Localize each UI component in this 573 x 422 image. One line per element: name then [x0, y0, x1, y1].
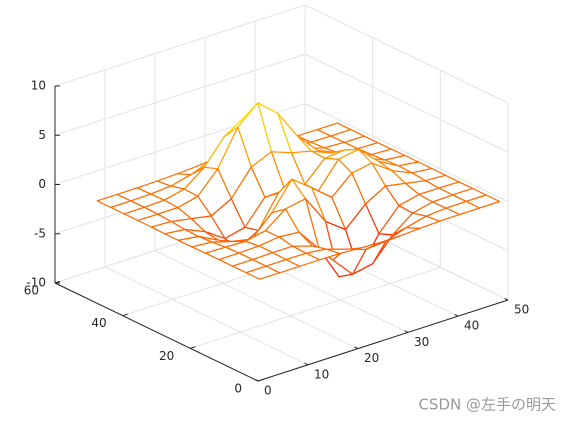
- x-tick: [254, 378, 259, 382]
- grid-line: [54, 53, 306, 136]
- grid-line: [304, 4, 509, 104]
- z-tick-label: 0: [38, 177, 46, 191]
- y-tick-label: 40: [91, 316, 106, 330]
- z-tick-label: -10: [26, 276, 46, 290]
- mesh: [96, 102, 501, 280]
- watermark: CSDN @左手の明天: [418, 396, 556, 414]
- y-tick: [257, 378, 264, 382]
- x-tick-label: 50: [514, 303, 529, 317]
- y-tick: [190, 346, 196, 349]
- grid-line: [304, 53, 509, 153]
- axes: -10 -5 0 5 10 0 20 40 60 0 10 20 30 40 50: [24, 79, 530, 398]
- x-tick: [454, 314, 459, 317]
- z-tick-label: 5: [38, 128, 46, 142]
- x-tick-label: 10: [314, 367, 329, 381]
- grid-line: [190, 266, 441, 349]
- grid-line: [54, 4, 306, 87]
- grid-line: [104, 266, 309, 366]
- y-tick-label: 0: [234, 382, 242, 396]
- x-tick-label: 20: [364, 351, 379, 365]
- x-tick: [304, 362, 309, 366]
- z-tick-label: 10: [31, 79, 46, 93]
- x-tick: [504, 297, 509, 301]
- x-tick: [404, 330, 409, 333]
- grid-line: [304, 103, 509, 202]
- x-axis: [257, 299, 509, 382]
- y-axis: [54, 282, 259, 382]
- y-tick-label: 20: [159, 349, 174, 363]
- x-tick: [354, 346, 359, 350]
- x-tick-label: 40: [464, 319, 479, 333]
- y-tick: [54, 280, 61, 284]
- z-tick-label: -5: [34, 226, 46, 240]
- mesh-cell: [245, 265, 281, 280]
- y-tick-label: 60: [24, 284, 39, 298]
- grid-line: [154, 250, 359, 350]
- x-tick-label: 0: [264, 384, 272, 398]
- y-tick: [122, 313, 128, 317]
- x-tick-label: 30: [414, 335, 429, 349]
